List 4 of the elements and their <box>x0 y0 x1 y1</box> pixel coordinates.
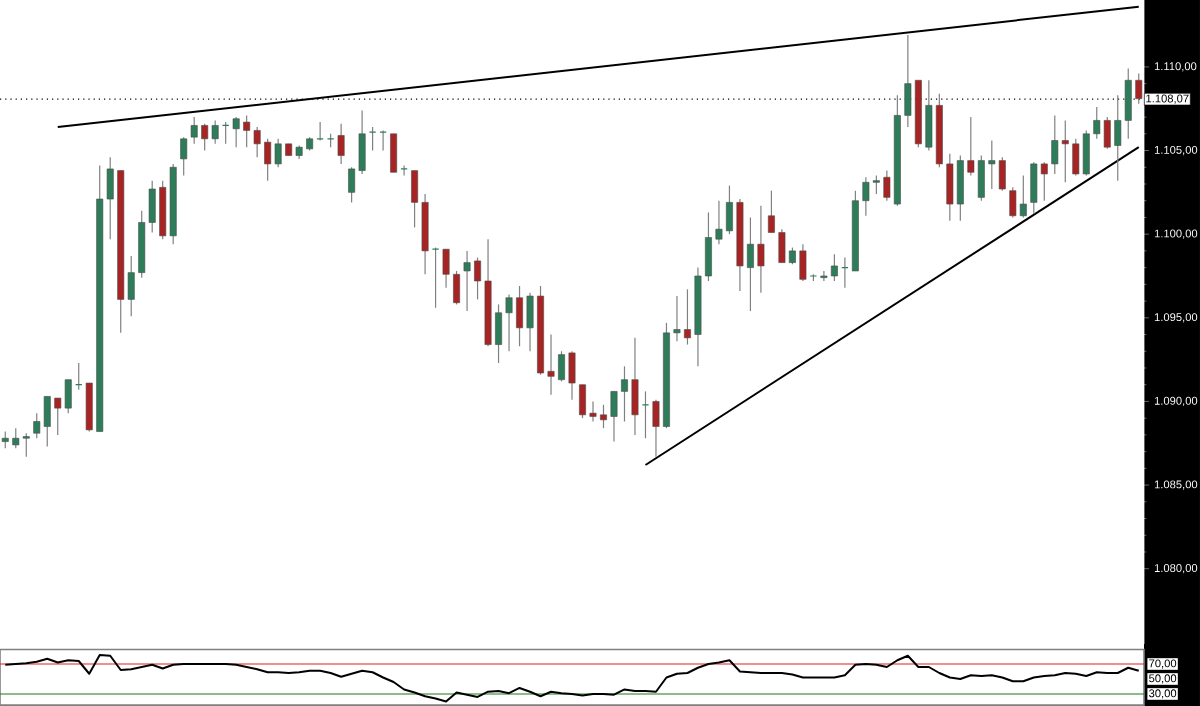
candlestick <box>390 133 398 173</box>
candlestick <box>337 123 345 165</box>
candlestick <box>368 126 377 152</box>
candlestick <box>180 136 188 177</box>
